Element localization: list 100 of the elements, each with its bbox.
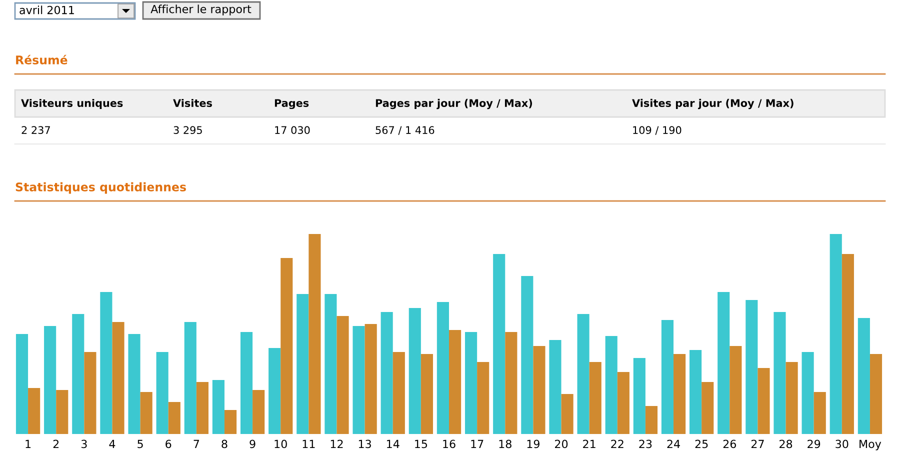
- chart-title: Statistiques quotidiennes: [16, 182, 186, 194]
- bar: [870, 354, 882, 434]
- text: Visiteurs uniques: [21, 98, 123, 110]
- bar: [28, 388, 40, 434]
- bar: [408, 308, 421, 434]
- x-tick-label: 3: [81, 440, 87, 448]
- bar: [702, 382, 714, 434]
- bar: [645, 406, 658, 434]
- text: Visites par jour (Moy / Max): [632, 98, 794, 110]
- bar: [16, 334, 28, 434]
- x-tick-label: 9: [250, 440, 256, 448]
- bar: [44, 326, 56, 434]
- bar: [100, 292, 112, 434]
- bar: [364, 324, 377, 434]
- bar: [224, 410, 237, 434]
- bar: [196, 382, 208, 434]
- bar: [830, 234, 842, 434]
- bar: [477, 362, 490, 434]
- x-tick-label: 15: [415, 440, 428, 448]
- x-tick-label: 7: [194, 440, 200, 448]
- x-tick-label: 28: [780, 440, 792, 448]
- bar: [212, 380, 224, 434]
- bar: [84, 352, 96, 434]
- x-tick-label: 25: [695, 440, 708, 448]
- x-tick-label: 1: [26, 440, 31, 448]
- bar: [392, 352, 405, 434]
- bar: [589, 362, 602, 434]
- bar: [324, 294, 337, 434]
- bar: [718, 292, 730, 434]
- x-tick-label: 19: [527, 440, 540, 448]
- bar: [786, 362, 798, 434]
- bar: [505, 332, 518, 434]
- bar: [464, 332, 478, 434]
- bar: [128, 334, 140, 434]
- x-tick-label: 29: [808, 440, 820, 448]
- text: 2 237: [22, 126, 50, 134]
- x-tick-label: 18: [499, 440, 512, 448]
- text: 17 030: [275, 126, 310, 134]
- bar: [56, 390, 68, 434]
- x-tick-label: 22: [611, 440, 624, 448]
- bar: [336, 316, 349, 434]
- bar: [436, 302, 449, 434]
- x-tick-label: 27: [751, 440, 764, 448]
- x-tick-label: 16: [443, 440, 456, 448]
- bar: [449, 330, 462, 434]
- bar: [420, 354, 434, 434]
- x-tick-label: 17: [471, 440, 484, 448]
- x-tick-label: 4: [109, 440, 116, 448]
- x-tick-label: 12: [330, 440, 343, 448]
- text: Pages: [274, 99, 309, 110]
- bar: [690, 350, 702, 434]
- bar: [730, 346, 742, 434]
- bar: [549, 340, 562, 434]
- bar: [184, 322, 196, 434]
- bar: [533, 346, 546, 434]
- x-tick-label: 26: [723, 440, 736, 448]
- bar: [140, 392, 152, 434]
- text: 3 295: [174, 126, 202, 134]
- bar: [814, 392, 826, 434]
- x-tick-label: 10: [274, 440, 287, 448]
- bar: [674, 354, 686, 434]
- x-tick-label: 30: [836, 440, 848, 448]
- text: avril 2011: [20, 6, 74, 14]
- bar: [605, 336, 618, 434]
- bar: [296, 294, 309, 434]
- bar: [380, 312, 393, 434]
- bar: [521, 276, 534, 434]
- bar: [617, 372, 630, 434]
- bar: [252, 390, 265, 434]
- x-tick-label: 2: [53, 440, 59, 448]
- bar: [858, 318, 870, 434]
- text: Pages par jour (Moy / Max): [376, 98, 532, 110]
- x-tick-label: 23: [639, 440, 652, 448]
- text: 567 / 1 416: [376, 126, 434, 135]
- bar: [661, 320, 674, 434]
- bar: [774, 312, 786, 434]
- bar: [112, 322, 124, 434]
- x-tick-label: 6: [166, 440, 172, 448]
- text: 109 / 190: [633, 126, 682, 135]
- x-tick-label: Moy: [860, 440, 882, 450]
- bar: [72, 314, 84, 434]
- x-tick-label: 24: [667, 440, 680, 448]
- bar: [561, 394, 574, 434]
- bar: [268, 348, 281, 434]
- bar: [352, 326, 365, 434]
- x-tick-label: 21: [583, 440, 596, 448]
- bar: [280, 258, 293, 434]
- bar: [746, 300, 758, 434]
- text: Afficher le rapport: [150, 4, 252, 16]
- text: Visites: [173, 98, 212, 108]
- x-tick-label: 20: [555, 440, 568, 448]
- bar: [156, 352, 168, 434]
- x-tick-label: 14: [387, 440, 400, 448]
- bar: [802, 352, 814, 434]
- x-tick-label: 8: [222, 440, 228, 448]
- bar: [240, 332, 253, 434]
- bar: [308, 234, 321, 434]
- bar: [633, 358, 646, 434]
- bar: [758, 368, 770, 434]
- x-tick-label: 5: [138, 440, 143, 448]
